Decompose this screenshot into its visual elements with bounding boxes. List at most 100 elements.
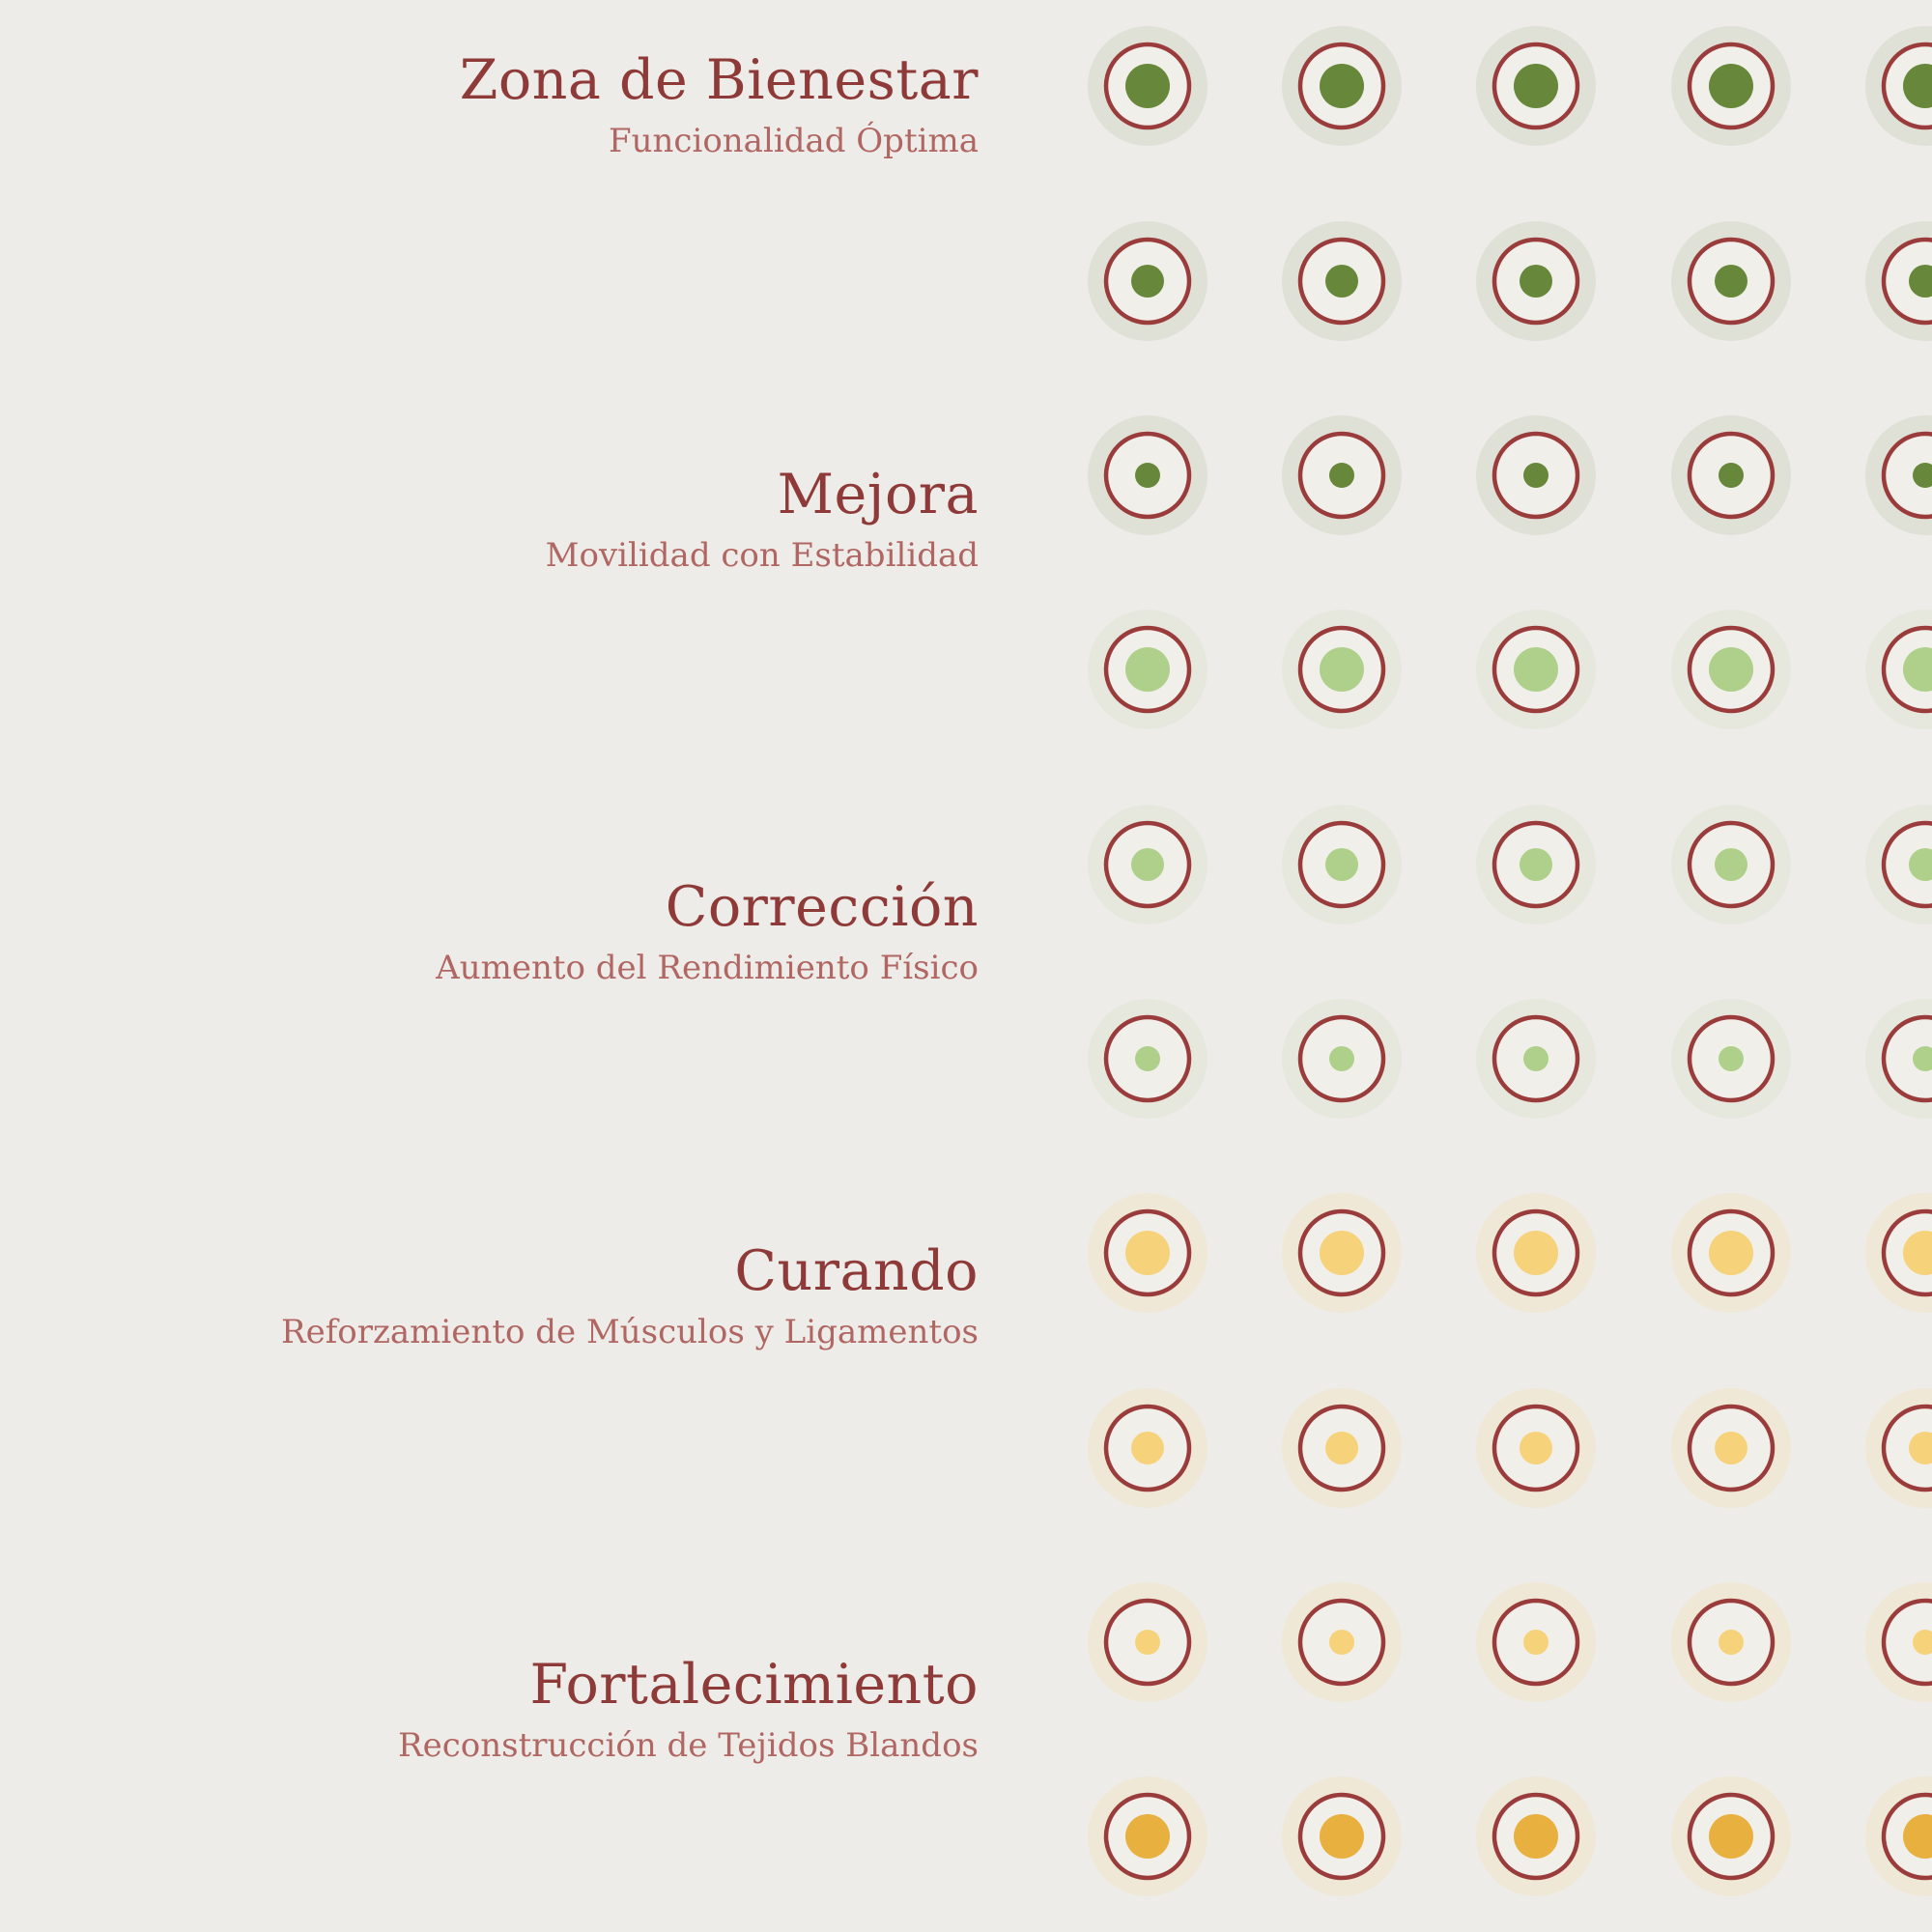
dot-core — [1125, 647, 1170, 692]
progress-dot — [1865, 1193, 1932, 1313]
dot-core — [1514, 647, 1558, 692]
dot-core — [1909, 848, 1932, 881]
stage-subtitle: Funcionalidad Óptima — [609, 122, 979, 160]
progress-dot — [1476, 415, 1596, 535]
progress-dot — [1865, 415, 1932, 535]
progress-dot — [1282, 999, 1402, 1119]
dot-core — [1903, 1814, 1932, 1859]
dot-core — [1131, 1432, 1164, 1464]
progress-dot — [1476, 999, 1596, 1119]
dot-core — [1719, 1046, 1744, 1071]
progress-dot — [1671, 1582, 1791, 1702]
progress-dot — [1865, 805, 1932, 924]
dot-core — [1514, 1814, 1558, 1859]
dot-ring — [1881, 1404, 1932, 1492]
dot-core — [1719, 1630, 1744, 1655]
progress-dot — [1282, 221, 1402, 341]
dot-core — [1320, 64, 1364, 108]
dot-core — [1135, 463, 1160, 488]
stage-subtitle: Reconstrucción de Tejidos Blandos — [398, 1726, 979, 1765]
progress-dot — [1865, 610, 1932, 729]
dot-ring — [1881, 237, 1932, 326]
progress-dot — [1865, 999, 1932, 1119]
progress-dot — [1476, 1776, 1596, 1896]
stage-mejora: Mejora Movilidad con Estabilidad — [546, 461, 979, 577]
dot-core — [1913, 463, 1932, 488]
stage-zona-de-bienestar: Zona de Bienestar Funcionalidad Óptima — [460, 46, 979, 162]
progress-dot — [1088, 415, 1208, 535]
dot-core — [1135, 1046, 1160, 1071]
dot-core — [1709, 1814, 1753, 1859]
dot-core — [1903, 64, 1932, 108]
progress-dot — [1476, 26, 1596, 146]
stage-title: Corrección — [665, 875, 979, 939]
dot-core — [1329, 1046, 1354, 1071]
dot-core — [1520, 848, 1552, 881]
progress-dot — [1088, 1388, 1208, 1508]
progress-dot — [1088, 1776, 1208, 1896]
stage-title: Mejora — [777, 463, 979, 526]
dot-core — [1523, 1630, 1548, 1655]
progress-dot — [1865, 221, 1932, 341]
dot-core — [1715, 265, 1747, 298]
dot-core — [1135, 1630, 1160, 1655]
stage-subtitle: Movilidad con Estabilidad — [545, 536, 979, 575]
dot-core — [1913, 1630, 1932, 1655]
stage-title: Curando — [734, 1239, 979, 1303]
dot-core — [1320, 647, 1364, 692]
progress-dot — [1865, 1388, 1932, 1508]
dot-ring — [1881, 1014, 1932, 1103]
stage-subtitle: Aumento del Rendimiento Físico — [436, 949, 979, 987]
dot-ring — [1881, 820, 1932, 909]
dot-core — [1903, 1231, 1932, 1275]
stage-subtitle: Reforzamiento de Músculos y Ligamentos — [280, 1313, 979, 1351]
dot-core — [1320, 1231, 1364, 1275]
progress-dot — [1088, 1582, 1208, 1702]
progress-dot — [1671, 610, 1791, 729]
progress-dot — [1282, 1776, 1402, 1896]
dot-core — [1125, 1814, 1170, 1859]
dot-core — [1131, 848, 1164, 881]
progress-dot — [1671, 999, 1791, 1119]
dot-core — [1125, 1231, 1170, 1275]
progress-dot — [1671, 221, 1791, 341]
progress-dot — [1476, 221, 1596, 341]
dot-core — [1325, 265, 1358, 298]
dot-core — [1913, 1046, 1932, 1071]
dot-core — [1909, 265, 1932, 298]
progress-dot — [1282, 610, 1402, 729]
dot-core — [1719, 463, 1744, 488]
dot-core — [1709, 64, 1753, 108]
progress-dot — [1476, 805, 1596, 924]
dot-core — [1709, 1231, 1753, 1275]
progress-dot — [1476, 1193, 1596, 1313]
dot-core — [1520, 265, 1552, 298]
progress-dot — [1671, 805, 1791, 924]
progress-dot — [1476, 1582, 1596, 1702]
dot-core — [1909, 1432, 1932, 1464]
dot-core — [1320, 1814, 1364, 1859]
progress-dot — [1282, 415, 1402, 535]
progress-dot — [1088, 221, 1208, 341]
progress-dot — [1088, 999, 1208, 1119]
progress-dot — [1671, 1388, 1791, 1508]
progress-dot — [1865, 1582, 1932, 1702]
dot-core — [1715, 1432, 1747, 1464]
dot-core — [1329, 463, 1354, 488]
dot-core — [1715, 848, 1747, 881]
progress-dot — [1282, 1193, 1402, 1313]
stage-correccion: Corrección Aumento del Rendimiento Físic… — [436, 873, 979, 989]
dot-core — [1325, 1432, 1358, 1464]
progress-dot — [1282, 1582, 1402, 1702]
dot-ring — [1881, 431, 1932, 520]
dot-core — [1520, 1432, 1552, 1464]
progress-dot — [1282, 1388, 1402, 1508]
progress-dot — [1088, 610, 1208, 729]
dot-core — [1709, 647, 1753, 692]
dot-core — [1514, 1231, 1558, 1275]
dot-core — [1329, 1630, 1354, 1655]
dot-core — [1523, 1046, 1548, 1071]
stage-title: Zona de Bienestar — [459, 48, 979, 112]
progress-dot — [1088, 26, 1208, 146]
